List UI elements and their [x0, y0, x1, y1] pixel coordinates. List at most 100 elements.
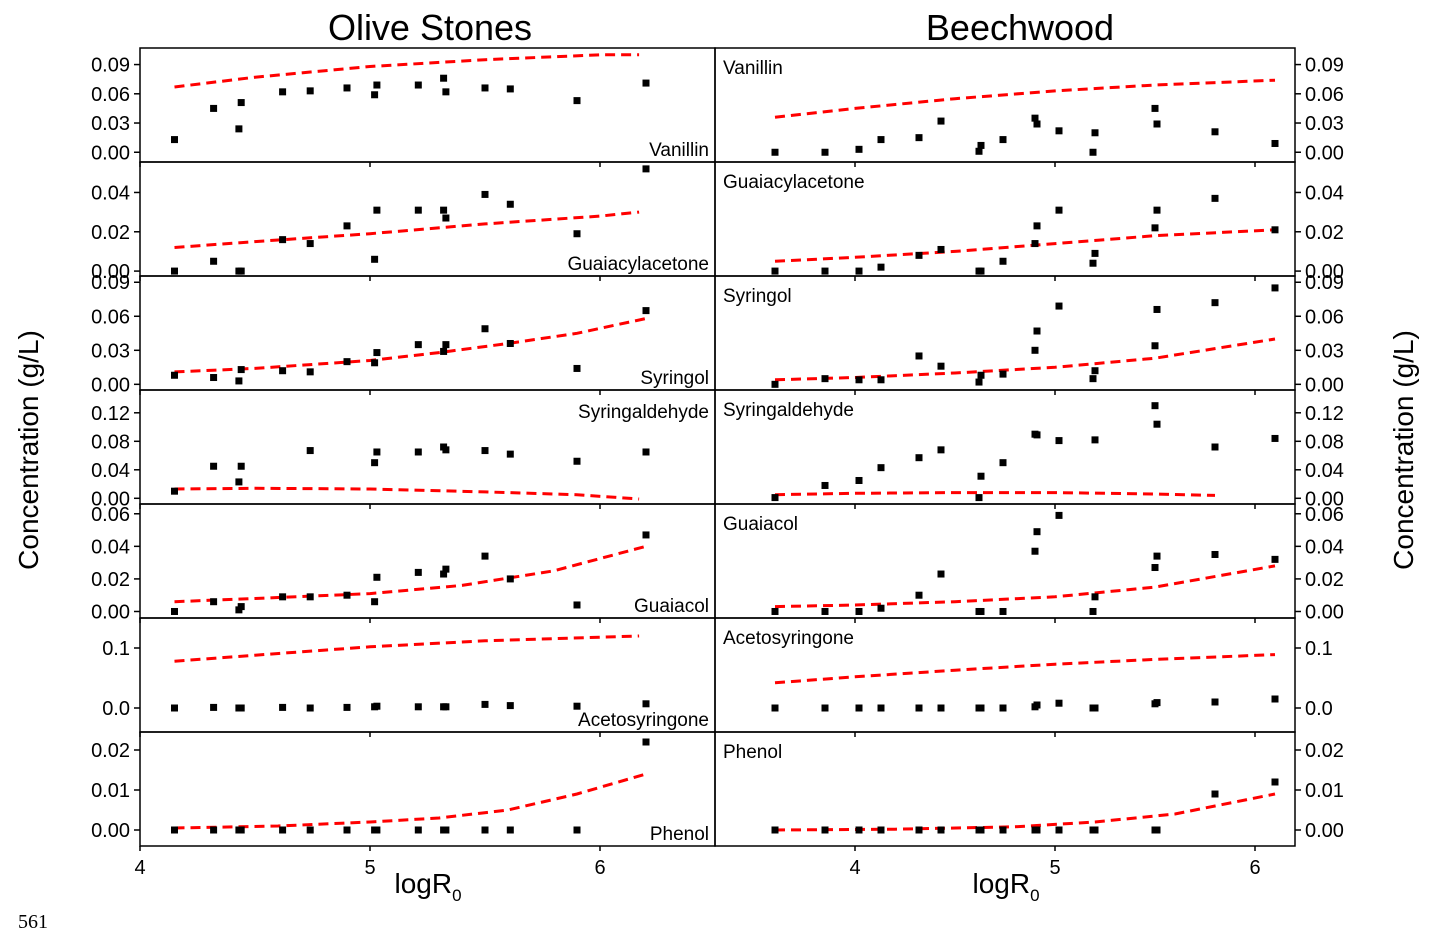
data-point: [642, 700, 650, 708]
model-curve: [174, 317, 647, 374]
y-tick-label: 0.0: [102, 698, 130, 720]
y-tick-label: 0.04: [91, 182, 130, 204]
model-curve: [774, 653, 1276, 685]
data-point: [915, 826, 923, 834]
panel-frame: [714, 47, 1296, 163]
data-point: [1211, 790, 1219, 798]
y-tick-label: 0.09: [1305, 272, 1344, 294]
data-point: [1091, 593, 1099, 601]
beech-x-axis-label: logR0: [972, 868, 1039, 905]
data-point: [442, 703, 450, 711]
data-point: [506, 702, 514, 710]
data-point: [1211, 698, 1219, 706]
data-point: [371, 359, 379, 367]
data-point: [1091, 704, 1099, 712]
data-point: [306, 826, 314, 834]
data-point: [999, 826, 1007, 834]
data-point: [877, 376, 885, 384]
data-point: [821, 148, 829, 156]
y-tick-label: 0.00: [1305, 374, 1344, 396]
data-point: [1033, 222, 1041, 230]
data-point: [237, 99, 245, 107]
data-point: [1033, 431, 1041, 439]
data-point: [1271, 695, 1279, 703]
data-point: [237, 826, 245, 834]
data-point: [855, 145, 863, 153]
data-point: [937, 117, 945, 125]
y-tick-label: 0.08: [91, 431, 130, 453]
data-point: [343, 222, 351, 230]
panel-label: Guaiacol: [723, 514, 798, 535]
y-tick-label: 0.04: [91, 536, 130, 558]
data-point: [937, 446, 945, 454]
data-point: [642, 165, 650, 173]
data-point: [343, 591, 351, 599]
panel-label: Vanillin: [649, 140, 709, 161]
data-point: [442, 446, 450, 454]
data-point: [1151, 224, 1159, 232]
y-tick-label: 0.01: [1305, 780, 1344, 802]
data-point: [977, 704, 985, 712]
y-tick-label: 0.00: [1305, 601, 1344, 623]
data-point: [855, 376, 863, 384]
y-tick-label: 0.06: [1305, 306, 1344, 328]
y-tick-label: 0.00: [91, 142, 130, 164]
data-point: [999, 136, 1007, 144]
panel-olive-guaiacol: 0.00 0.02 0.04 0.06 Guaiacol: [91, 503, 716, 623]
data-point: [1151, 342, 1159, 350]
data-point: [937, 245, 945, 253]
data-point: [771, 826, 779, 834]
olive-x-axis-label-sub: 0: [452, 886, 461, 905]
panel-beech-syringol: 0.00 0.03 0.06 0.09 Syringol: [714, 272, 1344, 396]
data-point: [481, 826, 489, 834]
data-point: [1031, 547, 1039, 555]
model-curve: [174, 53, 640, 89]
y-tick-label: 0.00: [91, 820, 130, 842]
data-point: [506, 339, 514, 347]
data-point: [373, 573, 381, 581]
data-point: [642, 448, 650, 456]
data-point: [877, 263, 885, 271]
data-point: [481, 325, 489, 333]
data-point: [442, 88, 450, 96]
y-tick-label: 0.03: [1305, 113, 1344, 135]
data-point: [1153, 826, 1161, 834]
data-point: [1153, 552, 1161, 560]
panel-label: Vanillin: [723, 58, 783, 79]
data-point: [999, 459, 1007, 467]
data-point: [414, 568, 422, 576]
data-point: [481, 447, 489, 455]
data-point: [506, 575, 514, 583]
panel-label: Syringol: [640, 368, 709, 389]
data-point: [642, 307, 650, 315]
y-tick-label: 0.04: [1305, 536, 1344, 558]
data-point: [235, 478, 243, 486]
panel-olive-syringaldehyde: 0.00 0.04 0.08 0.12 Syringaldehyde: [91, 389, 716, 510]
data-point: [1031, 346, 1039, 354]
y-tick-label: 0.04: [1305, 182, 1344, 204]
data-point: [171, 826, 178, 834]
x-tick-label: 5: [1049, 857, 1060, 879]
panel-beech-guaiacylacetone: 0.00 0.02 0.04 Guaiacylacetone: [714, 161, 1344, 283]
panel-frame: [714, 503, 1296, 619]
model-curve: [174, 544, 647, 604]
data-point: [210, 598, 218, 606]
data-point: [1091, 129, 1099, 137]
panel-beech-guaiacol: 0.00 0.02 0.04 0.06 Guaiacol: [714, 503, 1344, 623]
model-curve: [774, 78, 1276, 119]
data-point: [373, 349, 381, 357]
panel-label: Syringaldehyde: [578, 402, 709, 423]
data-point: [877, 136, 885, 144]
data-point: [235, 377, 243, 385]
data-point: [977, 826, 985, 834]
y-tick-label: 0.00: [1305, 142, 1344, 164]
data-point: [977, 267, 985, 275]
y-tick-label: 0.02: [1305, 569, 1344, 591]
y-tick-label: 0.04: [91, 460, 130, 482]
data-point: [1055, 437, 1063, 445]
panel-beech-vanillin: 0.00 0.03 0.06 0.09 Vanillin: [714, 47, 1344, 167]
data-point: [1151, 564, 1159, 572]
data-point: [1153, 206, 1161, 214]
data-point: [506, 826, 514, 834]
data-point: [642, 738, 650, 746]
